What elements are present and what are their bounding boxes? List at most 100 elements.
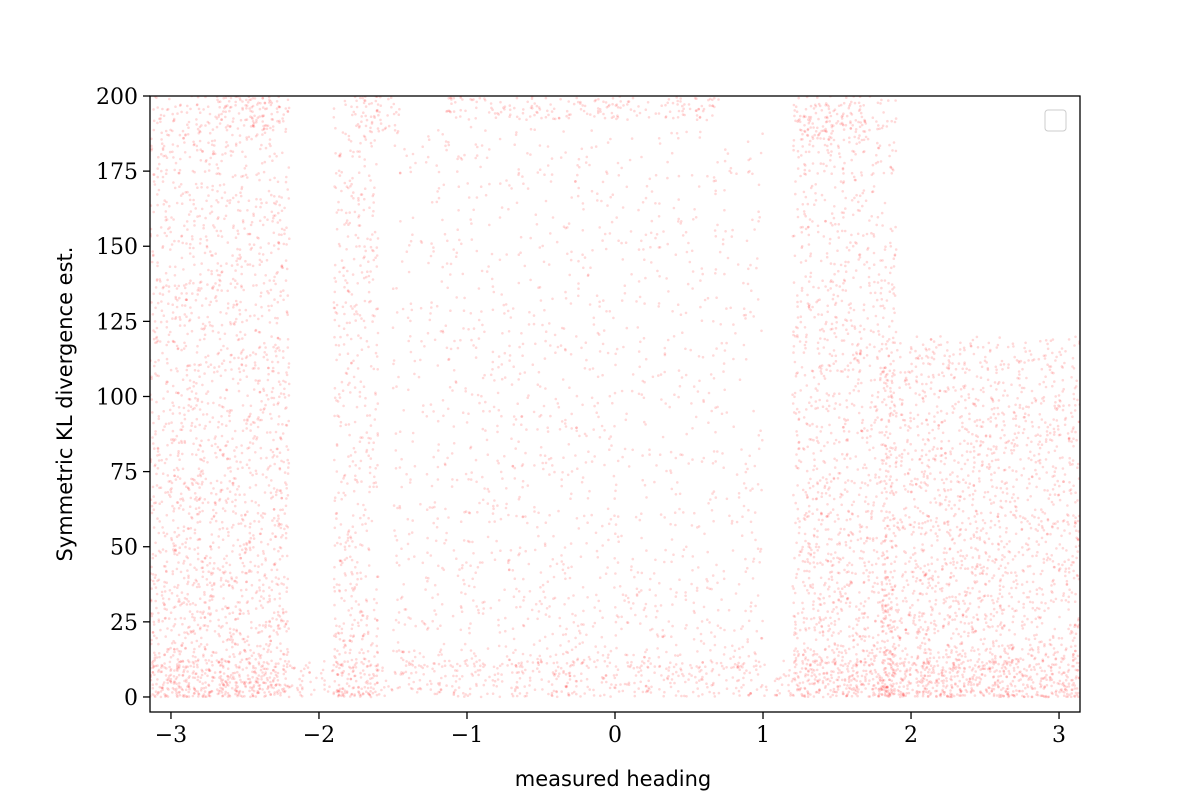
scatter-point xyxy=(699,130,702,134)
scatter-point xyxy=(723,208,726,212)
scatter-point xyxy=(224,368,227,372)
scatter-point xyxy=(155,606,158,610)
scatter-point xyxy=(433,583,437,587)
scatter-point xyxy=(640,536,643,540)
scatter-point xyxy=(731,549,735,552)
scatter-point xyxy=(150,137,153,141)
scatter-point xyxy=(620,534,623,538)
scatter-point xyxy=(210,547,213,551)
scatter-point xyxy=(154,432,157,436)
scatter-point xyxy=(354,464,358,467)
scatter-point xyxy=(157,642,160,646)
scatter-point xyxy=(935,678,938,682)
scatter-point xyxy=(677,369,681,372)
scatter-point xyxy=(176,501,180,504)
scatter-point xyxy=(333,565,336,569)
scatter-point xyxy=(261,688,264,691)
scatter-point xyxy=(215,479,219,483)
scatter-point xyxy=(150,614,154,618)
scatter-point xyxy=(601,524,604,528)
scatter-point xyxy=(521,515,525,519)
scatter-point xyxy=(427,261,430,265)
scatter-point xyxy=(514,447,517,450)
scatter-point xyxy=(372,249,375,253)
scatter-point xyxy=(245,319,249,322)
scatter-point xyxy=(197,448,200,452)
scatter-point xyxy=(164,549,168,553)
scatter-point xyxy=(352,634,356,637)
scatter-point xyxy=(337,208,340,212)
scatter-point xyxy=(720,341,724,345)
scatter-point xyxy=(284,279,288,282)
scatter-point xyxy=(199,470,203,474)
scatter-point xyxy=(337,154,341,158)
scatter-point xyxy=(201,501,205,505)
scatter-point xyxy=(269,464,272,468)
scatter-point xyxy=(340,189,343,193)
scatter-point xyxy=(591,367,595,370)
scatter-point xyxy=(155,636,158,640)
scatter-point xyxy=(419,665,423,668)
scatter-point xyxy=(563,572,567,575)
scatter-point xyxy=(760,488,763,492)
scatter-point xyxy=(267,366,270,370)
scatter-point xyxy=(160,590,164,594)
scatter-point xyxy=(698,116,702,119)
scatter-point xyxy=(601,373,604,377)
scatter-point xyxy=(191,654,195,658)
scatter-point xyxy=(257,661,261,664)
scatter-point xyxy=(514,133,518,137)
scatter-point xyxy=(447,358,450,362)
scatter-point xyxy=(223,693,227,696)
scatter-point xyxy=(515,131,518,134)
scatter-point xyxy=(232,653,235,656)
scatter-point xyxy=(217,420,220,424)
scatter-point xyxy=(363,632,366,636)
scatter-point xyxy=(286,110,290,113)
scatter-point xyxy=(475,605,479,608)
scatter-point xyxy=(486,647,490,650)
scatter-point xyxy=(626,661,629,664)
scatter-point xyxy=(272,403,276,407)
scatter-point xyxy=(629,108,633,111)
scatter-point xyxy=(423,623,427,626)
scatter-point xyxy=(168,665,171,669)
scatter-point xyxy=(278,119,281,123)
scatter-point xyxy=(225,444,228,447)
scatter-point xyxy=(460,606,463,610)
scatter-point xyxy=(362,503,365,507)
scatter-point xyxy=(367,548,371,552)
scatter-point xyxy=(282,583,286,586)
scatter-point xyxy=(186,190,189,194)
scatter-point xyxy=(340,627,344,631)
scatter-point xyxy=(375,109,379,112)
scatter-point xyxy=(585,664,589,668)
scatter-point xyxy=(667,290,670,293)
scatter-point xyxy=(201,469,204,473)
scatter-point xyxy=(576,194,580,198)
scatter-point xyxy=(460,242,463,246)
scatter-point xyxy=(524,451,527,455)
scatter-point xyxy=(505,179,508,182)
scatter-point xyxy=(195,580,198,583)
scatter-point xyxy=(332,586,336,589)
scatter-point xyxy=(746,140,750,143)
scatter-point xyxy=(700,460,704,463)
scatter-point xyxy=(200,668,204,672)
scatter-point xyxy=(624,653,627,657)
scatter-point xyxy=(777,677,780,681)
scatter-point xyxy=(161,180,165,183)
scatter-point xyxy=(239,612,242,615)
scatter-point xyxy=(177,406,181,409)
scatter-point xyxy=(218,403,221,407)
scatter-point xyxy=(607,538,610,542)
scatter-point xyxy=(177,506,181,510)
scatter-point xyxy=(188,193,191,197)
scatter-point xyxy=(248,568,251,572)
scatter-point xyxy=(237,389,241,393)
scatter-point xyxy=(194,660,197,663)
scatter-point xyxy=(165,284,168,287)
scatter-point xyxy=(219,490,222,494)
scatter-point xyxy=(185,292,188,295)
scatter-point xyxy=(212,515,216,519)
